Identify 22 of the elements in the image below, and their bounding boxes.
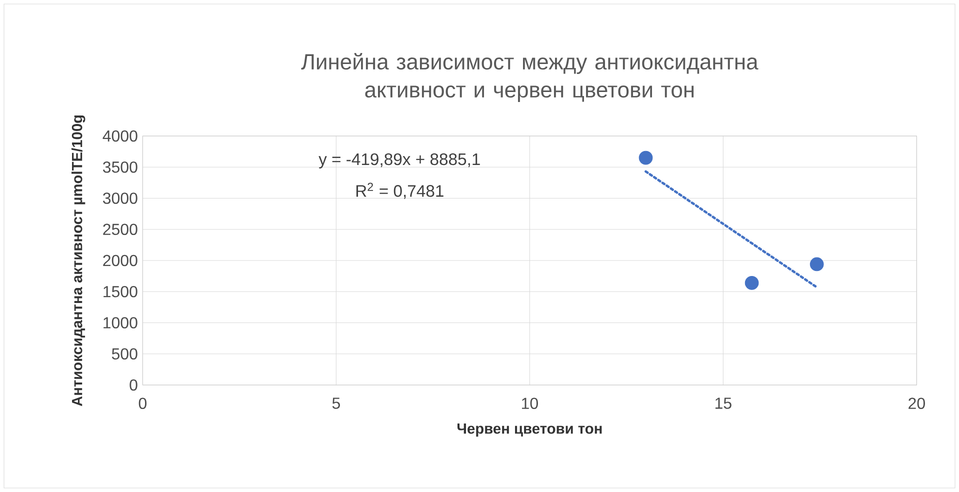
annotation: R$^{2}$ = 0,7481 (356, 182, 444, 199)
x-tick-label: 20 (908, 398, 925, 410)
x-tick-label: 0 (138, 398, 146, 410)
x-tick-label: 10 (522, 398, 538, 410)
point (638, 150, 653, 165)
y-tick-label: 2500 (103, 224, 138, 236)
x-tick-label: 15 (715, 398, 732, 409)
y-tick-label: 1000 (104, 317, 138, 328)
y-tick-label: 0 (130, 379, 138, 391)
x-axis-title: Червен цветови тон (457, 424, 602, 437)
point (810, 257, 824, 272)
chart-title: Линейна зависимост между антиоксидантна активност и червен цветови тон (301, 53, 758, 102)
y-tick-label: 3500 (102, 161, 138, 173)
y-axis-title: Антиоксидантна активност µmolTE/100g (71, 115, 86, 406)
y-tick-label: 4000 (102, 130, 138, 142)
annotation: y = -419,89x + 8885,1 (318, 153, 480, 168)
y-tick-label: 500 (112, 348, 138, 360)
x-tick-label: 5 (332, 398, 340, 409)
y-tick-label: 2000 (103, 254, 138, 266)
point (744, 276, 759, 290)
y-tick-label: 3000 (102, 192, 138, 204)
y-tick-label: 1500 (104, 286, 138, 298)
